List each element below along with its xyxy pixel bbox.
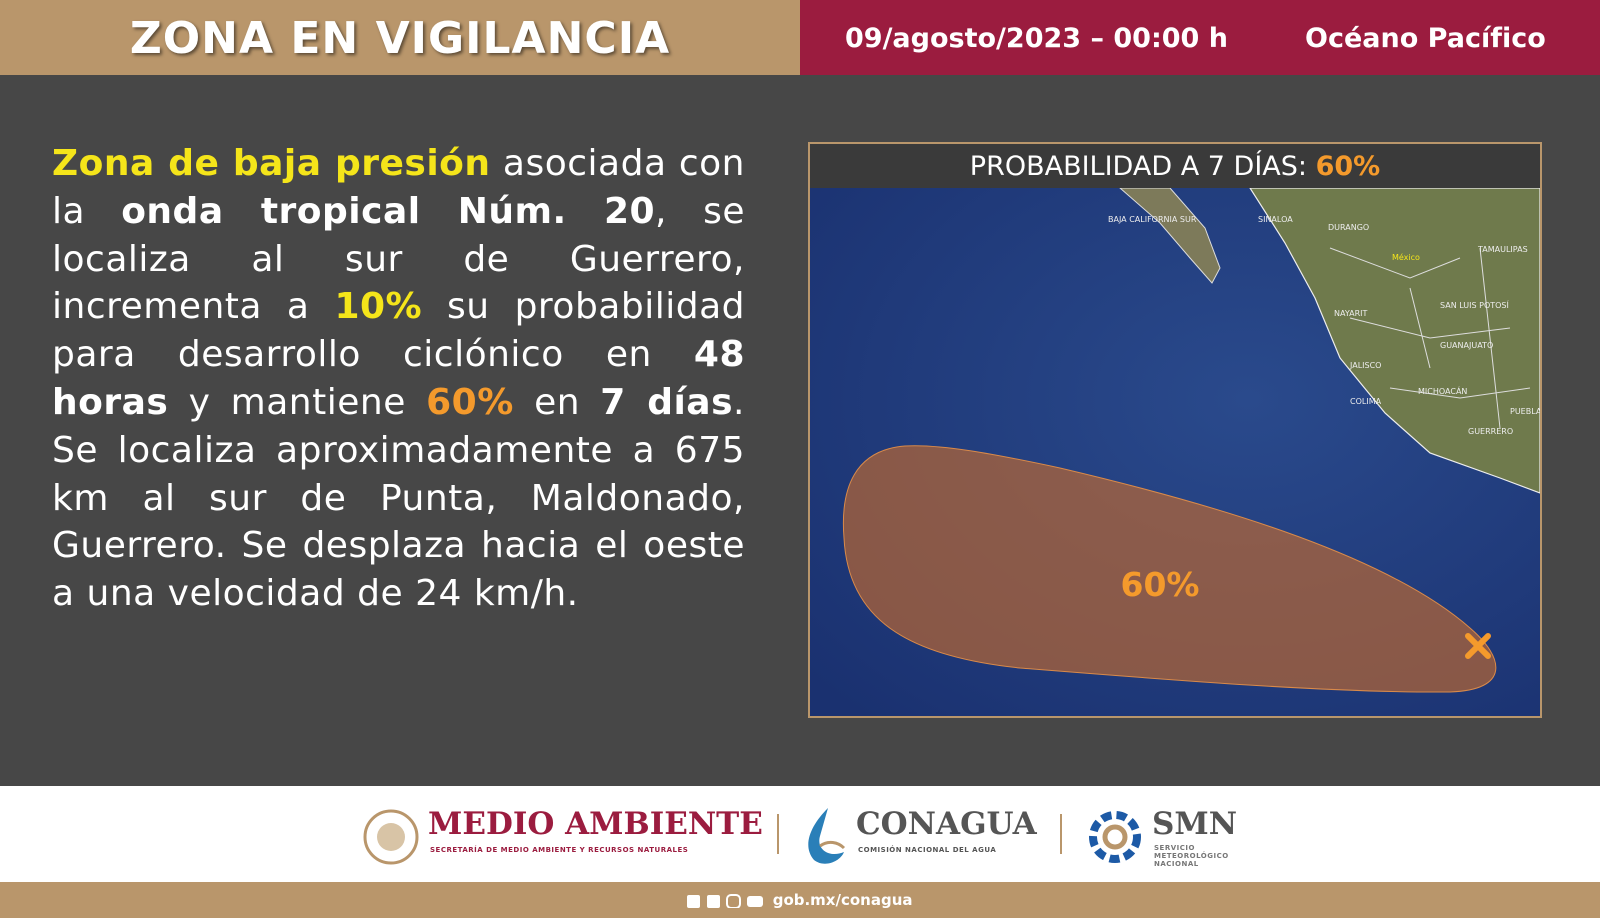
divider	[777, 814, 779, 854]
place-label: JALISCO	[1349, 361, 1381, 370]
place-label: DURANGO	[1328, 223, 1369, 232]
text: y mantiene	[168, 381, 427, 423]
place-label: MICHOACÁN	[1418, 385, 1467, 396]
semarnat-logo: MEDIO AMBIENTE	[428, 806, 763, 842]
place-label: COLIMA	[1350, 397, 1382, 406]
area-label: 60%	[1121, 565, 1200, 604]
probability-area	[842, 445, 1497, 693]
place-label: SAN LUIS POTOSÍ	[1440, 299, 1510, 310]
header-bar: 09/agosto/2023 – 00:00 h Océano Pacífico	[800, 0, 1600, 75]
text: su probabilidad para desarrollo ciclónic…	[52, 286, 745, 376]
emphasis: 48 horas	[52, 334, 745, 423]
place-label: NAYARIT	[1334, 309, 1367, 318]
header-date: 09/agosto/2023 – 00:00 h	[845, 23, 1228, 54]
header-region: Océano Pacífico	[1305, 23, 1546, 54]
map-title-text: PROBABILIDAD A 7 DÍAS:	[969, 151, 1316, 182]
place-label: GUANAJUATO	[1440, 341, 1493, 350]
place-label: SINALOA	[1258, 215, 1293, 224]
text: . Se localiza aproximadamente a 675 km a…	[52, 381, 745, 615]
footer-strip: gob.mx/conagua	[0, 882, 1600, 918]
text: asociada con la	[52, 143, 745, 232]
highlight: 10%	[334, 286, 423, 328]
smn-logo: SMN	[1152, 806, 1238, 842]
social-icons	[687, 893, 764, 909]
footer-url: gob.mx/conagua	[772, 891, 913, 909]
map-title-value: 60%	[1315, 151, 1381, 182]
highlight: 60%	[426, 381, 514, 423]
conagua-logo: CONAGUA	[856, 806, 1037, 842]
divider	[1060, 814, 1062, 854]
conagua-sub: COMISIÓN NACIONAL DEL AGUA	[858, 846, 997, 854]
header-title: ZONA EN VIGILANCIA	[0, 0, 800, 75]
text: en	[513, 381, 601, 423]
text: , se localiza al sur de Guerrero, increm…	[52, 190, 746, 328]
place-label: México	[1392, 252, 1420, 262]
description: Zona de baja presión asociada con la ond…	[52, 140, 745, 618]
map-panel: PROBABILIDAD A 7 DÍAS: 60% BAJA CALIFORN…	[808, 142, 1542, 718]
state-borders	[1329, 247, 1531, 429]
footer: MEDIO AMBIENTE SECRETARÍA DE MEDIO AMBIE…	[0, 786, 1600, 882]
emphasis: 7 días	[600, 381, 734, 423]
mainland	[1249, 188, 1540, 494]
emphasis: onda tropical Núm. 20	[121, 190, 656, 232]
place-label: GUERRERO	[1468, 427, 1513, 436]
conagua-icon	[808, 808, 846, 864]
place-label: BAJA CALIFORNIA SUR	[1108, 215, 1197, 224]
smn-icon	[1089, 811, 1141, 863]
place-label: PUEBLA	[1510, 407, 1540, 416]
emblem	[363, 809, 419, 865]
map-title: PROBABILIDAD A 7 DÍAS: 60%	[810, 144, 1540, 188]
smn-sub: SERVICIO METEOROLÓGICO NACIONAL	[1154, 844, 1229, 868]
center-marker	[1465, 633, 1491, 659]
map: BAJA CALIFORNIA SUR SINALOA DURANGO TAMA…	[810, 188, 1540, 716]
baja-land	[1119, 188, 1221, 284]
place-label: TAMAULIPAS	[1477, 245, 1528, 254]
semarnat-sub: SECRETARÍA DE MEDIO AMBIENTE Y RECURSOS …	[430, 846, 689, 854]
highlight: Zona de baja presión	[52, 143, 491, 184]
